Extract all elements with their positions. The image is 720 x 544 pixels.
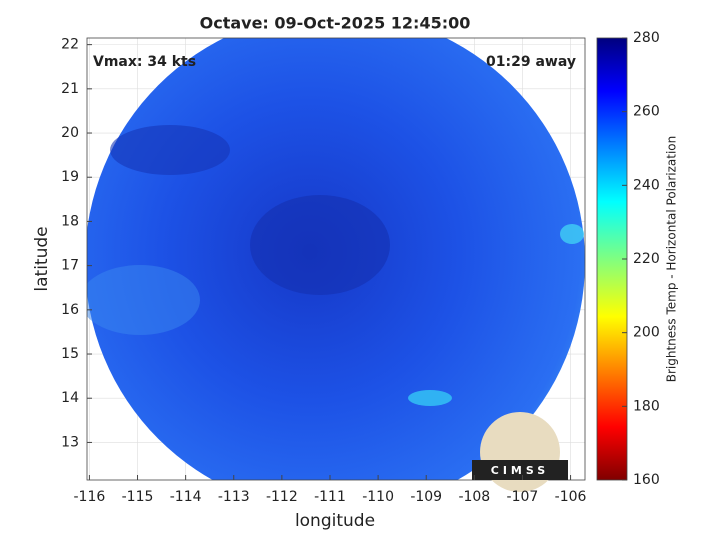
plot-frame	[86, 37, 586, 481]
x-tick-label: -107	[507, 489, 539, 505]
y-tick-label: 17	[61, 258, 79, 274]
x-tick-label: -110	[362, 489, 394, 505]
x-tick-label: -114	[170, 489, 202, 505]
logo-text: CIMSS	[491, 464, 549, 477]
chart-title: Octave: 09-Oct-2025 12:45:00	[200, 14, 471, 33]
satellite-image	[87, 38, 585, 480]
x-tick-label: -106	[555, 489, 587, 505]
colorbar-tick-label: 280	[633, 30, 660, 46]
y-tick-label: 21	[61, 81, 79, 97]
y-tick-label: 18	[61, 213, 79, 229]
x-tick-label: -108	[458, 489, 490, 505]
y-tick-label: 13	[61, 434, 79, 450]
x-tick-label: -115	[122, 489, 154, 505]
colorbar-tick-label: 200	[633, 325, 660, 341]
colorbar-tick-label: 160	[633, 472, 660, 488]
y-tick-label: 15	[61, 346, 79, 362]
y-tick-label: 19	[61, 169, 79, 185]
dark-patch	[110, 125, 230, 175]
colorbar-tick-label: 240	[633, 177, 660, 193]
y-tick-label: 16	[61, 302, 79, 318]
x-axis-label: longitude	[295, 511, 375, 531]
logo-band	[472, 460, 568, 480]
x-tick-label: -112	[266, 489, 298, 505]
colorbar-tick-label: 260	[633, 104, 660, 120]
annotation: 01:29 away	[486, 54, 576, 70]
x-tick-label: -109	[410, 489, 442, 505]
light-patch	[87, 265, 200, 335]
colorbar-tick-label: 220	[633, 251, 660, 267]
y-tick-label: 20	[61, 125, 79, 141]
colorbar-label: Brightness Temp - Horizontal Polarizatio…	[665, 136, 679, 383]
y-tick-label: 22	[61, 37, 79, 53]
logo: CIMSS	[472, 412, 568, 492]
colorbar-tick-label: 180	[633, 398, 660, 414]
x-tick-label: -116	[74, 489, 106, 505]
y-tick-label: 14	[61, 390, 79, 406]
x-tick-label: -113	[218, 489, 250, 505]
light-patch	[560, 224, 584, 244]
dark-patch	[250, 195, 390, 295]
x-tick-label: -111	[314, 489, 346, 505]
y-axis-label: latitude	[32, 226, 52, 291]
annotation: Vmax: 34 kts	[93, 54, 196, 70]
light-patch	[408, 390, 452, 406]
